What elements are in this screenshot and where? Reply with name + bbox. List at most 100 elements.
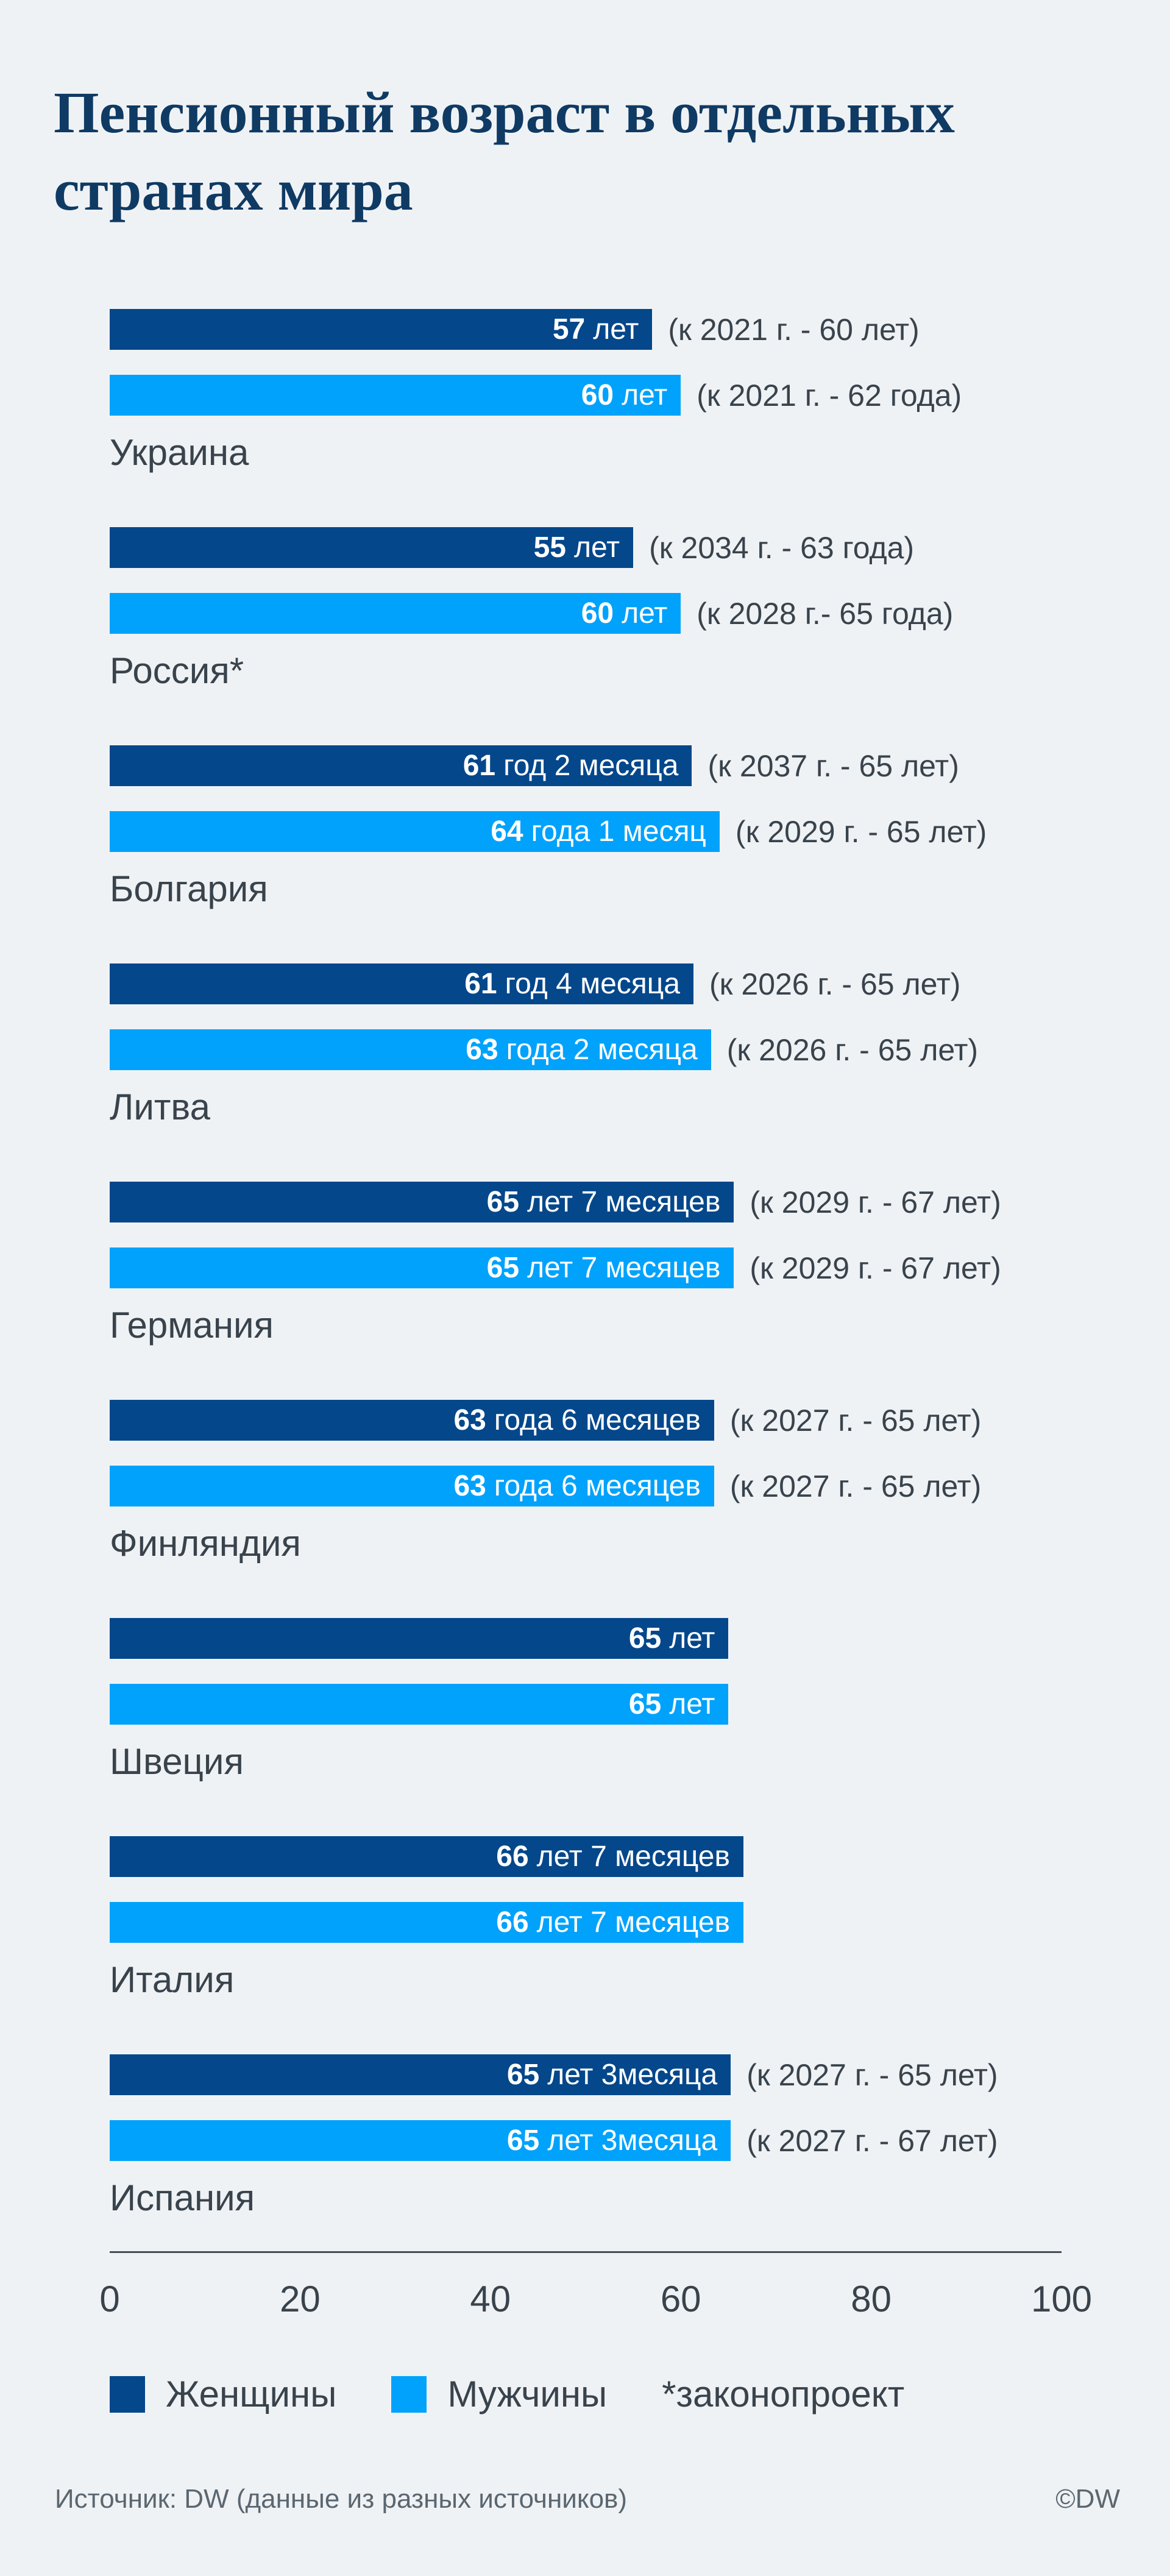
country-label: Швеция [110,1741,244,1782]
tick-label: 80 [851,2279,892,2319]
source-label: Источник: DW (данные из разных источнико… [55,2484,628,2514]
men-bar: 65 лет 3месяца [110,2120,731,2161]
chart-title-line-2: странах мира [54,157,413,223]
bar-value-number: 65 [486,1186,520,1218]
bar-value-text: года 6 месяцев [494,1470,701,1502]
bar-value-number: 55 [533,531,566,564]
bar-value-number: 60 [581,597,614,630]
bar-value-text: лет [622,597,668,630]
men-note: (к 2021 г. - 62 года) [697,378,962,413]
men-bar-row: 65 лет 3месяца (к 2027 г. - 67 лет) [110,2120,1062,2161]
country-group: 66 лет 7 месяцев 66 лет 7 месяцев Италия [110,1836,1062,2001]
country-label: Финляндия [110,1523,301,1564]
men-bar-row: 66 лет 7 месяцев [110,1902,1062,1943]
country-label: Германия [110,1305,274,1346]
men-bar: 66 лет 7 месяцев [110,1902,743,1943]
country-group: 63 года 6 месяцев (к 2027 г. - 65 лет) 6… [110,1400,1062,1564]
women-bar: 65 лет 3месяца [110,2054,731,2095]
legend-footnote: *законопроект [662,2374,905,2415]
women-bar-row: 61 год 2 месяца (к 2037 г. - 65 лет) [110,745,1062,786]
tick-label: 100 [1030,2279,1093,2319]
chart-title: Пенсионный возраст в отдельных странах м… [54,74,1029,229]
men-bar-row: 60 лет (к 2028 г.- 65 года) [110,593,1062,634]
women-bar-row: 57 лет (к 2021 г. - 60 лет) [110,309,1062,350]
bar-value-number: 63 [453,1470,486,1502]
bar-value-text: лет 7 месяцев [536,1840,730,1873]
women-note: (к 2037 г. - 65 лет) [707,748,959,783]
legend-men-label: Мужчины [447,2374,608,2415]
men-bar: 65 лет 7 месяцев [110,1247,734,1288]
women-bar-row: 55 лет (к 2034 г. - 63 года) [110,527,1062,568]
bar-value-number: 66 [496,1840,529,1873]
country-label: Болгария [110,868,268,909]
legend: Женщины Мужчины *законопроект [110,2373,904,2415]
bar-value-number: 60 [581,379,614,411]
men-bar: 63 года 6 месяцев [110,1466,714,1506]
country-label: Литва [110,1087,210,1127]
bar-value-number: 61 [463,750,496,782]
men-bar: 65 лет [110,1684,729,1725]
country-group: 65 лет 65 лет Швеция [110,1618,1062,1783]
bar-value-number: 61 [464,968,497,1000]
country-group: 65 лет 3месяца (к 2027 г. - 65 лет) 65 л… [110,2054,1062,2219]
tick-label: 40 [470,2279,511,2319]
source-row: Источник: DW (данные из разных источнико… [55,2484,1120,2514]
x-axis-line [110,2251,1062,2253]
bar-value-text: год 2 месяца [503,750,679,782]
men-note: (к 2027 г. - 65 лет) [729,1469,982,1503]
women-note: (к 2026 г. - 65 лет) [709,967,961,1001]
x-axis-ticks: 0 20 40 60 80 100 [99,2278,1092,2323]
women-bar-row: 65 лет [110,1618,1062,1659]
women-bar-row: 65 лет 7 месяцев (к 2029 г. - 67 лет) [110,1182,1062,1222]
bar-value-text: лет 3месяца [547,2059,718,2091]
bar-value-text: лет 7 месяцев [527,1252,721,1284]
country-group: 57 лет (к 2021 г. - 60 лет) 60 лет (к 20… [110,309,1062,474]
women-bar-row: 63 года 6 месяцев (к 2027 г. - 65 лет) [110,1400,1062,1441]
men-note: (к 2027 г. - 67 лет) [746,2123,998,2158]
tick-label: 20 [280,2279,321,2319]
bar-value-text: лет [593,313,639,346]
women-bar: 55 лет [110,527,634,568]
country-group: 61 год 4 месяца (к 2026 г. - 65 лет) 63 … [110,963,1062,1128]
bar-value-number: 63 [453,1404,486,1436]
women-note: (к 2027 г. - 65 лет) [746,2057,998,2092]
bar-value-number: 64 [491,815,523,848]
legend-women-label: Женщины [166,2374,337,2415]
men-bar-row: 63 года 6 месяцев (к 2027 г. - 65 лет) [110,1466,1062,1506]
women-bar: 66 лет 7 месяцев [110,1836,743,1877]
men-note: (к 2029 г. - 65 лет) [735,814,987,849]
chart-title-line-1: Пенсионный возраст в отдельных [54,80,955,146]
bar-value-number: 63 [466,1034,498,1066]
women-bar: 65 лет 7 месяцев [110,1182,734,1222]
country-label: Испания [110,2177,255,2218]
bar-value-number: 66 [496,1906,529,1939]
tick-label: 60 [660,2279,701,2319]
country-group: 65 лет 7 месяцев (к 2029 г. - 67 лет) 65… [110,1182,1062,1346]
women-note: (к 2021 г. - 60 лет) [668,312,920,347]
men-swatch-icon [391,2376,427,2413]
country-label: Италия [110,1959,235,2000]
women-note: (к 2029 г. - 67 лет) [750,1185,1001,1219]
men-note: (к 2028 г.- 65 года) [697,596,954,631]
women-note: (к 2027 г. - 65 лет) [729,1403,982,1438]
tick-label: 0 [99,2279,120,2319]
bar-value-number: 65 [506,2124,540,2157]
bar-value-number: 57 [552,313,586,346]
country-label: Россия* [110,650,244,691]
country-group: 55 лет (к 2034 г. - 63 года) 60 лет (к 2… [110,527,1062,692]
women-bar-row: 65 лет 3месяца (к 2027 г. - 65 лет) [110,2054,1062,2095]
women-bar: 63 года 6 месяцев [110,1400,714,1441]
men-bar: 60 лет [110,593,681,634]
men-bar: 63 года 2 месяца [110,1029,711,1070]
bar-value-number: 65 [486,1252,520,1284]
women-bar: 57 лет [110,309,653,350]
country-label: Украина [110,432,249,473]
women-swatch-icon [110,2376,145,2413]
men-bar-row: 64 года 1 месяц (к 2029 г. - 65 лет) [110,811,1062,852]
women-bar: 61 год 2 месяца [110,745,692,786]
women-bar-row: 66 лет 7 месяцев [110,1836,1062,1877]
legend-item-men: Мужчины [391,2373,607,2415]
country-group: 61 год 2 месяца (к 2037 г. - 65 лет) 64 … [110,745,1062,910]
women-note: (к 2034 г. - 63 года) [649,530,915,565]
